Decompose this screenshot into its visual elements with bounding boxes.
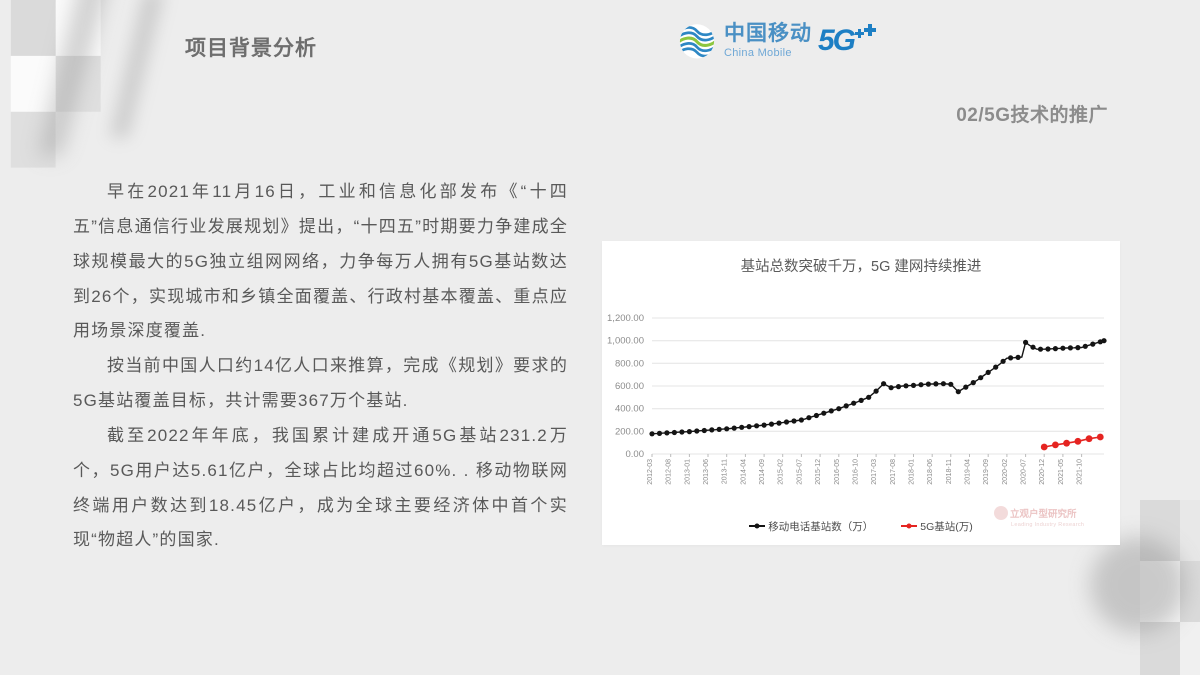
svg-text:2020-12: 2020-12 [1039,459,1046,485]
svg-text:2015-07: 2015-07 [796,459,803,485]
svg-text:2019-04: 2019-04 [965,459,972,485]
svg-text:2018-06: 2018-06 [927,459,934,485]
svg-text:2012-08: 2012-08 [666,459,673,485]
svg-text:2016-05: 2016-05 [834,459,841,485]
svg-text:2020-07: 2020-07 [1021,459,1028,485]
svg-text:2016-10: 2016-10 [853,459,860,485]
svg-text:2021-10: 2021-10 [1077,459,1084,485]
svg-text:2013-01: 2013-01 [684,459,691,485]
svg-text:1,000.00: 1,000.00 [607,336,644,347]
svg-text:2019-09: 2019-09 [983,459,990,485]
svg-text:2017-03: 2017-03 [871,459,878,485]
svg-text:2012-03: 2012-03 [647,459,654,485]
svg-text:2014-04: 2014-04 [740,459,747,485]
svg-text:2020-02: 2020-02 [1002,459,1009,485]
svg-text:2021-05: 2021-05 [1058,459,1065,485]
svg-text:2015-02: 2015-02 [778,459,785,485]
svg-text:800.00: 800.00 [615,358,644,369]
svg-text:2014-09: 2014-09 [759,459,766,485]
svg-text:2015-12: 2015-12 [815,459,822,485]
svg-text:2013-06: 2013-06 [703,459,710,485]
svg-text:200.00: 200.00 [615,426,644,437]
svg-text:1,200.00: 1,200.00 [607,313,644,324]
svg-text:0.00: 0.00 [626,449,645,460]
svg-text:2017-08: 2017-08 [890,459,897,485]
svg-text:400.00: 400.00 [615,404,644,415]
svg-text:600.00: 600.00 [615,381,644,392]
svg-text:2018-11: 2018-11 [946,459,953,484]
svg-text:2013-11: 2013-11 [722,459,729,484]
svg-text:2018-01: 2018-01 [909,459,916,485]
